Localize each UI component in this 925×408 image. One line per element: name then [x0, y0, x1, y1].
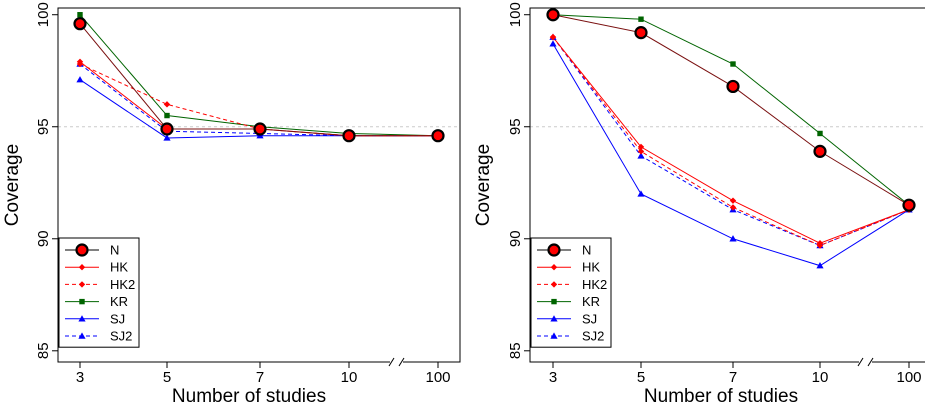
data-point-n	[253, 122, 267, 136]
legend-label-n: N	[582, 243, 591, 258]
data-point-kr	[164, 112, 170, 119]
data-point-kr	[638, 16, 644, 22]
y-tick-label: 95	[507, 118, 524, 135]
data-point-kr	[77, 12, 83, 18]
data-point-hk	[729, 197, 737, 204]
data-point-hk	[76, 58, 84, 65]
legend-label-hk: HK	[110, 260, 128, 275]
x-tick-label: 100	[896, 369, 921, 386]
series-line-kr	[552, 14, 910, 206]
data-point-n	[431, 129, 445, 143]
y-axis-title: Coverage	[2, 144, 23, 226]
legend-label-sj2: SJ2	[110, 329, 132, 344]
y-tick-label: 95	[35, 118, 52, 135]
data-point-n	[73, 17, 87, 31]
x-tick-label: 5	[163, 369, 171, 386]
legend-marker-n	[75, 243, 89, 257]
x-tick-label: 100	[425, 369, 450, 386]
data-point-hk	[637, 143, 645, 151]
legend-label-kr: KR	[110, 294, 128, 309]
data-point-hk	[549, 33, 557, 41]
data-point-sj	[76, 76, 84, 83]
legend-label-hk2: HK2	[582, 277, 607, 292]
axis-break-mark	[398, 357, 405, 367]
data-point-kr	[817, 130, 823, 137]
data-point-sj	[637, 190, 645, 197]
x-tick-label: 7	[729, 369, 737, 386]
plot-frame	[529, 7, 925, 363]
axis-break-mark	[857, 357, 864, 367]
legend-box	[58, 237, 140, 348]
chart-panel-1: 85 90 95 100 3 5 7 10 100 Number of studies Covera…	[2, 2, 461, 407]
axis-break-mark	[867, 357, 874, 367]
legend-marker-hk	[550, 264, 558, 271]
legend-label-sj: SJ	[110, 311, 125, 326]
data-point-n	[546, 8, 560, 22]
series-line-n	[79, 23, 438, 137]
data-point-sj	[163, 134, 171, 141]
axis-break-gap	[390, 358, 403, 366]
data-point-sj	[816, 262, 824, 269]
data-point-n	[342, 129, 356, 143]
data-point-sj2	[637, 152, 645, 159]
plot-frame	[57, 7, 461, 363]
legend-label-kr: KR	[582, 294, 600, 309]
data-point-n	[902, 198, 916, 212]
legend-box	[530, 237, 612, 348]
legend-label-sj: SJ	[582, 311, 597, 326]
series-line-n	[552, 14, 910, 206]
x-tick-label: 10	[812, 369, 829, 386]
legend-label-hk2: HK2	[110, 277, 135, 292]
y-tick-label: 90	[507, 230, 524, 247]
axis-break-gap	[859, 358, 872, 366]
legend-label-sj2: SJ2	[582, 329, 604, 344]
legend-marker-sj	[78, 315, 86, 322]
series-line-sj2	[79, 63, 438, 137]
data-point-hk	[816, 240, 824, 247]
series-line-sj	[552, 43, 910, 267]
data-point-hk2	[163, 101, 171, 108]
y-tick-label: 85	[507, 342, 524, 359]
x-tick-label: 3	[549, 369, 557, 386]
y-tick-label: 100	[507, 2, 524, 27]
data-point-n	[813, 144, 827, 158]
data-point-n	[726, 79, 740, 94]
x-axis-title: Number of studies	[172, 386, 326, 407]
x-tick-label: 3	[76, 369, 84, 386]
y-axis-title: Coverage	[473, 144, 494, 226]
legend-marker-sj	[550, 315, 558, 322]
series-line-kr	[79, 14, 439, 137]
legend-marker-kr	[79, 298, 85, 305]
x-axis-title: Number of studies	[644, 386, 798, 407]
legend-marker-hk2	[550, 281, 558, 288]
legend-marker-hk	[78, 264, 86, 271]
x-tick-label: 7	[256, 369, 264, 386]
data-point-n	[160, 122, 174, 136]
data-point-n	[634, 26, 648, 40]
y-tick-label: 100	[35, 2, 52, 27]
data-point-hk2	[637, 148, 645, 155]
legend-marker-sj2	[78, 332, 86, 339]
legend-label-n: N	[110, 243, 119, 258]
data-point-hk2	[729, 204, 737, 211]
y-tick-label: 90	[35, 230, 52, 247]
x-tick-label: 10	[341, 369, 358, 386]
legend-marker-n	[547, 243, 561, 257]
legend-marker-sj2	[550, 332, 558, 339]
axis-break-mark	[388, 357, 395, 367]
series-line-hk2	[552, 36, 910, 247]
legend-marker-hk2	[78, 281, 86, 288]
legend-marker-kr	[551, 298, 557, 305]
data-point-sj	[729, 235, 737, 242]
chart-panel-2: 85 90 95 100 3 5 7 10 100 Number of studies Covera…	[473, 2, 925, 407]
series-line-sj2	[552, 36, 910, 247]
legend-label-hk: HK	[582, 260, 600, 275]
y-tick-label: 85	[35, 342, 52, 359]
data-point-sj	[549, 40, 557, 47]
x-tick-label: 5	[637, 369, 645, 386]
data-point-kr	[730, 61, 736, 67]
